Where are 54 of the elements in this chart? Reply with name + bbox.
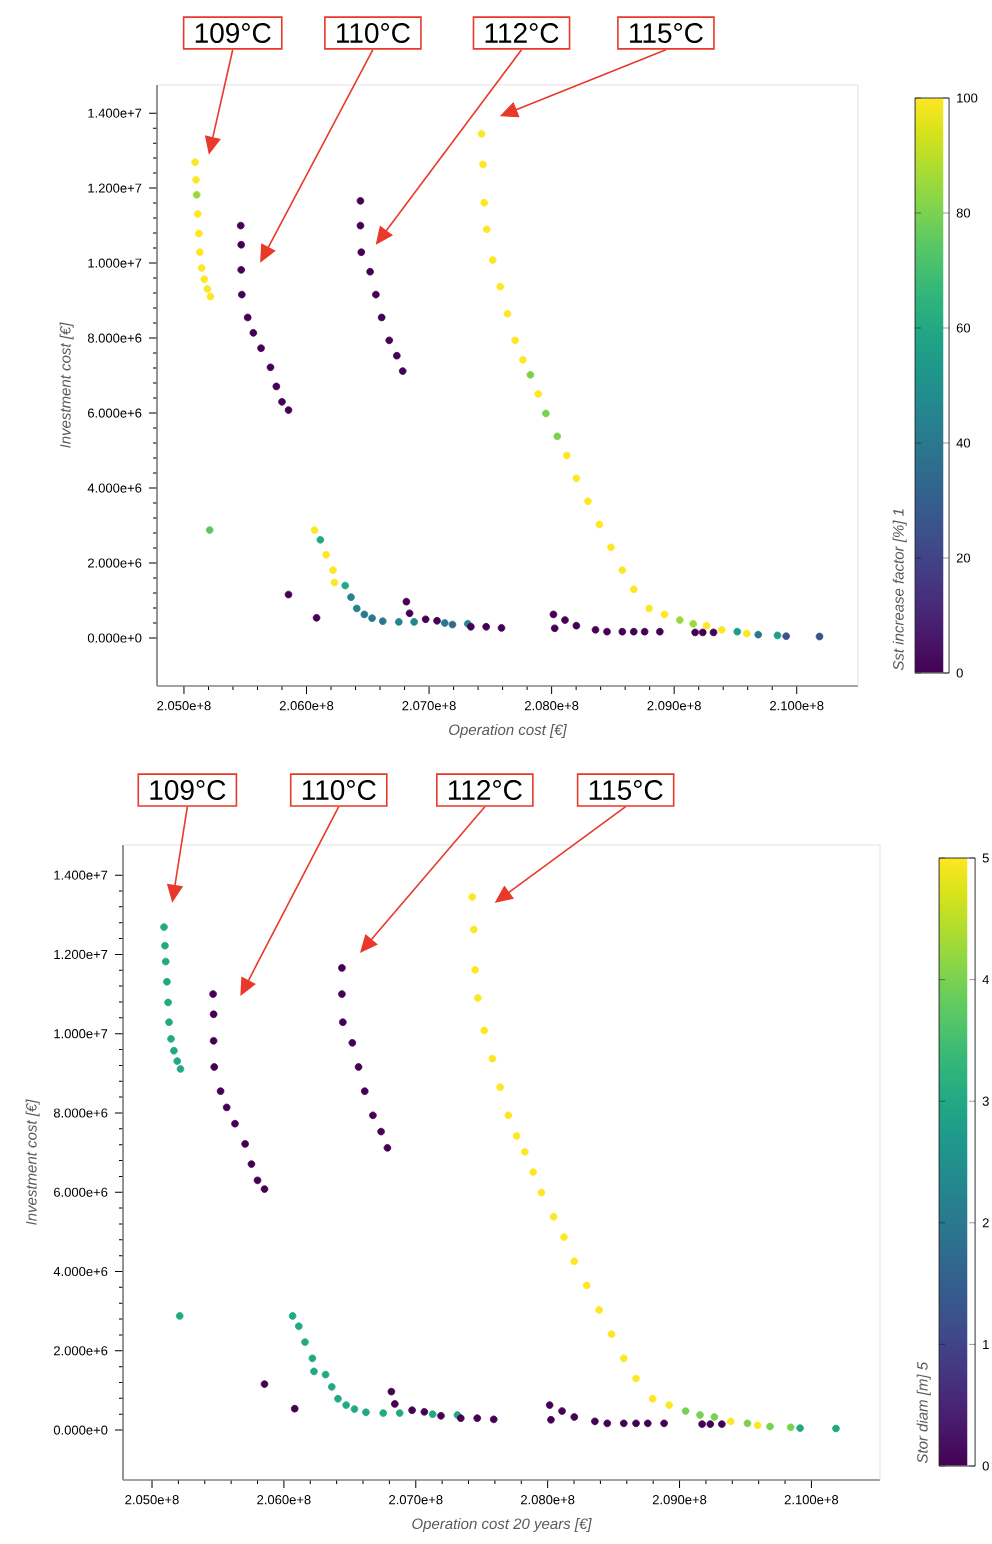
text: 115°C (589, 780, 663, 800)
text: 112°C (485, 23, 559, 43)
x-tick-label: 2.050e+8 (157, 701, 211, 711)
y-axis-title: Investment cost [€] (59, 322, 74, 448)
color-bar-label: 0 (982, 1461, 989, 1471)
y-tick-label: 1.400e+7 (88, 108, 142, 118)
color-bar-label: 20 (956, 553, 971, 563)
y-tick-label: 6.000e+6 (88, 408, 142, 418)
color-bar-label: 0 (956, 668, 963, 678)
y-tick-label: 4.000e+6 (53, 1266, 108, 1277)
x-tick-label: 2.060e+8 (257, 1495, 311, 1505)
text: 109°C (150, 780, 226, 800)
x-tick-label: 2.050e+8 (125, 1495, 179, 1505)
color-bar-label: 5 (982, 853, 989, 863)
x-tick-label: 2.080e+8 (521, 1495, 575, 1505)
color-bar-label: 3 (982, 1096, 989, 1106)
color-bar-label: 80 (956, 208, 971, 218)
x-tick-label: 2.090e+8 (647, 701, 701, 711)
y-axis-title: Investment cost [€] (25, 1099, 40, 1225)
text: 115°C (630, 23, 703, 43)
x-tick-label: 2.070e+8 (402, 701, 456, 711)
color-bar-title: Stor diam [m] 5 (916, 1361, 931, 1464)
color-bar-label: 60 (956, 323, 971, 333)
y-tick-label: 4.000e+6 (87, 483, 142, 493)
x-axis-title: Operation cost [€] (449, 724, 567, 738)
x-tick-label: 2.100e+8 (770, 701, 824, 711)
y-tick-label: 1.000e+7 (88, 258, 142, 268)
text: 110°C (337, 23, 410, 43)
x-tick-label: 2.080e+8 (524, 701, 579, 711)
color-bar-label: 2 (982, 1218, 989, 1228)
color-bar-label: 40 (956, 438, 971, 448)
y-tick-label: 1.200e+7 (88, 183, 142, 193)
x-tick-label: 2.070e+8 (389, 1495, 443, 1505)
text: 112°C (448, 780, 522, 800)
color-bar-label: 1 (983, 1339, 989, 1349)
color-bar-label: 100 (957, 93, 978, 103)
text: 110°C (302, 780, 376, 800)
color-bar-title: Sst increase factor [%] 1 (892, 509, 907, 671)
y-tick-label: 1.200e+7 (54, 949, 108, 960)
x-axis-title: Operation cost 20 years [€] (412, 1518, 592, 1532)
color-bar-label: 4 (982, 975, 989, 985)
x-tick-label: 2.100e+8 (784, 1495, 839, 1505)
y-tick-label: 0.000e+0 (87, 633, 142, 643)
y-tick-label: 8.000e+6 (53, 1108, 108, 1118)
y-tick-label: 8.000e+6 (87, 333, 142, 343)
x-tick-label: 2.060e+8 (279, 701, 334, 711)
y-tick-label: 6.000e+6 (54, 1187, 108, 1197)
y-tick-label: 1.400e+7 (54, 870, 108, 880)
text: 109°C (195, 23, 271, 43)
y-tick-label: 0.000e+0 (53, 1425, 108, 1435)
y-tick-label: 2.000e+6 (54, 1346, 108, 1356)
x-tick-label: 2.090e+8 (652, 1495, 707, 1505)
y-tick-label: 1.000e+7 (54, 1029, 108, 1039)
y-tick-label: 2.000e+6 (88, 558, 142, 568)
